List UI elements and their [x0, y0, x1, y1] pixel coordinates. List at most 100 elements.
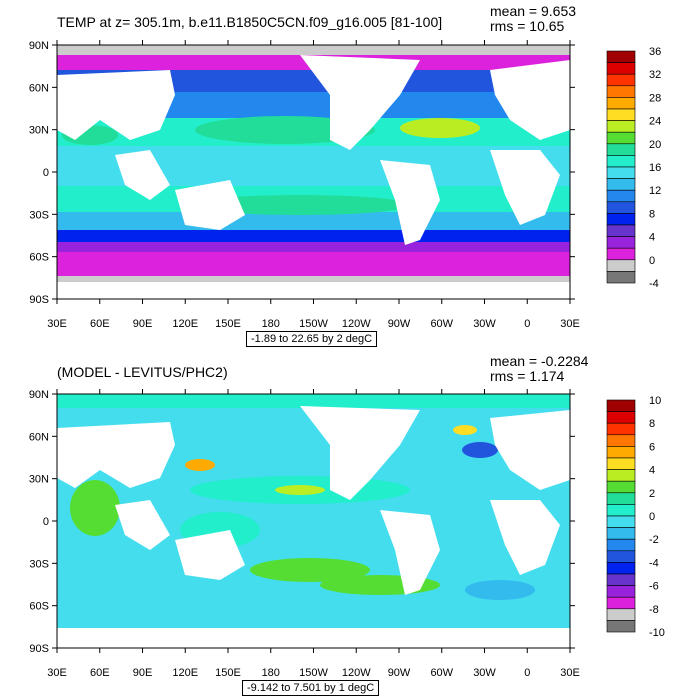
colorbar-swatch: [606, 259, 636, 272]
colorbar-label: 0: [649, 511, 655, 523]
lon-label: 30E: [560, 667, 580, 679]
lon-label: 120W: [342, 318, 371, 330]
colorbar-swatch: [606, 457, 636, 470]
colorbar-label: 0: [649, 255, 655, 267]
colorbar-swatch: [606, 585, 636, 598]
lon-label: 30E: [47, 667, 67, 679]
lon-label: 120W: [342, 667, 371, 679]
colorbar-swatch: [606, 411, 636, 424]
colorbar-swatch: [606, 422, 636, 436]
bottom-title: (MODEL - LEVITUS/PHC2): [57, 364, 228, 380]
colorbar-swatch: [606, 50, 636, 63]
colorbar-swatch: [606, 469, 636, 482]
top-rms: rms = 10.65: [490, 18, 565, 34]
lon-label: 180: [262, 667, 280, 679]
colorbar-label: 20: [649, 139, 661, 151]
colorbar-swatch: [606, 73, 636, 87]
colorbar-swatch: [606, 608, 636, 621]
lon-label: 0: [524, 318, 530, 330]
top-lon-axis: 30E 60E 90E 120E 150E 180 150W 120W 90W 60W 30W 0 30…: [47, 40, 580, 330]
colorbar-swatch: [606, 62, 636, 75]
colorbar-label: 10: [649, 395, 661, 407]
lat-label: 60N: [29, 82, 49, 94]
lon-label: 60E: [90, 318, 110, 330]
lat-label: 30N: [29, 474, 49, 486]
bottom-mean: mean = -0.2284: [490, 353, 589, 369]
lat-label: 30S: [29, 209, 49, 221]
colorbar-swatch: [606, 562, 636, 575]
colorbar-swatch: [606, 504, 636, 517]
colorbar-swatch: [606, 85, 636, 98]
top-mean: mean = 9.653: [490, 3, 577, 19]
bottom-lat-axis: 90N 60N 30N 0 30S 60S 90S: [29, 389, 575, 655]
lon-label: 90E: [133, 667, 153, 679]
lon-label: 30E: [47, 318, 67, 330]
bottom-panel: 90N 60N 30N 0 30S 60S 90S 30E 60E 90E 120E 150E 180…: [0, 350, 700, 700]
lat-label: 60S: [29, 252, 49, 264]
bottom-lon-axis: 30E 60E 90E 120E 150E 180 150W 120W 90W 60W 30W 0 30…: [47, 389, 580, 679]
top-caption: -1.89 to 22.65 by 2 degC: [246, 331, 378, 347]
colorbar-swatch: [606, 236, 636, 249]
colorbar-label: 2: [649, 488, 655, 500]
colorbar-label: 4: [649, 232, 655, 244]
lat-label: 60S: [29, 601, 49, 613]
colorbar-swatch: [606, 155, 636, 168]
colorbar-swatch: [606, 550, 636, 563]
top-lat-axis: 90N 60N 30N 0 30S 60S 90S: [29, 40, 575, 306]
bottom-caption: -9.142 to 7.501 by 1 degC: [242, 680, 380, 696]
lon-label: 150W: [299, 318, 328, 330]
colorbar-swatch: [606, 492, 636, 505]
colorbar-label: -8: [649, 604, 659, 616]
colorbar-swatch: [606, 527, 636, 540]
bottom-map-field: [57, 394, 570, 648]
colorbar-swatch: [606, 538, 636, 552]
lon-label: 90E: [133, 318, 153, 330]
lon-label: 150E: [215, 318, 241, 330]
lon-label: 90W: [388, 318, 411, 330]
colorbar-label: 16: [649, 162, 661, 174]
lat-label: 60N: [29, 431, 49, 443]
lon-label: 180: [262, 318, 280, 330]
colorbar-swatch: [606, 596, 636, 610]
colorbar-label: -2: [649, 534, 659, 546]
lat-label: 0: [43, 167, 49, 179]
lon-label: 120E: [172, 667, 198, 679]
lon-label: 60W: [430, 318, 453, 330]
bottom-colorbar: 10 8 6 4 2 0 -2 -4 -6 -8 -10: [606, 395, 665, 639]
lon-label: 60W: [430, 667, 453, 679]
lat-label: 0: [43, 516, 49, 528]
colorbar-swatch: [606, 166, 636, 179]
colorbar-label: 24: [649, 116, 661, 128]
colorbar-swatch: [606, 573, 636, 586]
colorbar-label: -6: [649, 581, 659, 593]
top-panel: 90N 60N 30N 0 30S 60S 90S 30E 60E 90E 120E 150E 180…: [29, 3, 661, 347]
colorbar-swatch: [606, 271, 636, 284]
colorbar-swatch: [606, 224, 636, 237]
lon-label: 150E: [215, 667, 241, 679]
colorbar-label: -10: [649, 627, 665, 639]
colorbar-label: 28: [649, 92, 661, 104]
lat-label: 90S: [29, 294, 49, 306]
colorbar-swatch: [606, 120, 636, 133]
top-map-field: [57, 45, 570, 299]
lat-label: 90N: [29, 389, 49, 401]
colorbar-label: -4: [649, 557, 659, 569]
colorbar-swatch: [606, 131, 636, 145]
colorbar-label: 36: [649, 46, 661, 58]
lat-label: 90S: [29, 643, 49, 655]
colorbar-swatch: [606, 399, 636, 412]
colorbar-label: 8: [649, 208, 655, 220]
colorbar-swatch: [606, 143, 636, 156]
lon-label: 30E: [560, 318, 580, 330]
lon-label: 30W: [473, 667, 496, 679]
colorbar-label: 4: [649, 465, 655, 477]
lon-label: 90W: [388, 667, 411, 679]
colorbar-swatch: [606, 480, 636, 494]
colorbar-swatch: [606, 620, 636, 633]
top-title: TEMP at z= 305.1m, b.e11.B1850C5CN.f09_g…: [57, 14, 443, 30]
colorbar-label: -4: [649, 278, 659, 290]
lon-label: 120E: [172, 318, 198, 330]
colorbar-label: 32: [649, 69, 661, 81]
colorbar-label: 6: [649, 441, 655, 453]
colorbar-swatch: [606, 97, 636, 110]
